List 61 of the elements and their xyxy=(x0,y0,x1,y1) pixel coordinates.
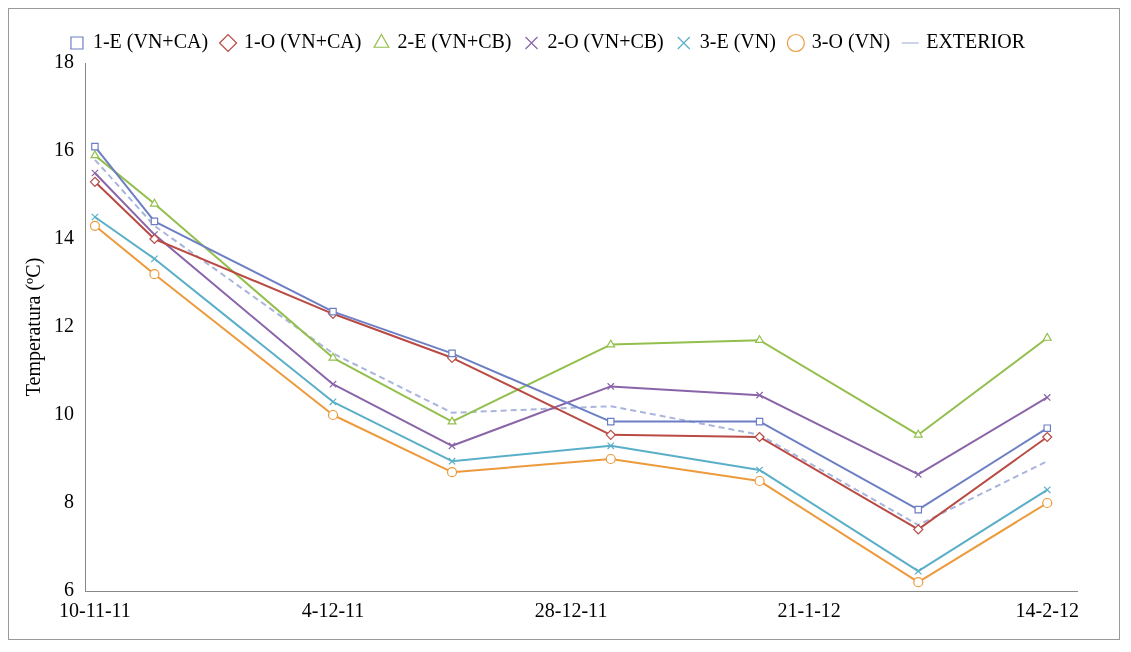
legend-label: 2-E (VN+CB) xyxy=(397,30,512,54)
point xyxy=(1043,424,1052,432)
y-tick-label: 10 xyxy=(54,402,74,425)
point xyxy=(149,269,160,280)
point xyxy=(914,505,923,514)
point xyxy=(755,391,764,399)
x-tick-label: 4-12-11 xyxy=(301,599,365,622)
point xyxy=(448,457,456,465)
y-tick-label: 14 xyxy=(54,226,74,249)
point xyxy=(913,524,924,535)
point xyxy=(605,453,616,465)
point xyxy=(1043,393,1052,402)
y-tick-label: 12 xyxy=(54,314,74,337)
point xyxy=(149,198,159,207)
point xyxy=(913,577,924,588)
point xyxy=(606,442,615,450)
x-tick-label: 28-12-11 xyxy=(534,599,608,622)
y-tick-label: 18 xyxy=(54,50,74,73)
point xyxy=(89,220,101,231)
point xyxy=(327,409,339,421)
point xyxy=(448,442,456,450)
y-axis-title: Temperatura (ºC) xyxy=(22,257,46,397)
y-tick-label: 6 xyxy=(64,578,74,601)
point xyxy=(755,466,764,474)
point xyxy=(605,429,616,440)
x-tick-label: 14-2-12 xyxy=(1015,599,1079,622)
point xyxy=(91,213,99,221)
x-tick-label: 21-1-12 xyxy=(777,599,841,622)
point xyxy=(1042,497,1053,509)
point xyxy=(90,150,100,159)
legend-label: 2-O (VN+CB) xyxy=(547,30,664,54)
x-tick-label: 10-11-11 xyxy=(59,599,131,622)
point xyxy=(914,567,923,575)
legend-label: 1-E (VN+CA) xyxy=(92,30,209,54)
point xyxy=(606,417,615,426)
legend-label: 3-O (VN) xyxy=(811,30,891,54)
legend-label: 1-O (VN+CA) xyxy=(244,30,362,54)
point xyxy=(755,335,765,344)
point xyxy=(446,467,458,478)
y-tick-label: 8 xyxy=(64,490,74,513)
point xyxy=(329,380,337,388)
point xyxy=(329,398,337,406)
point xyxy=(754,475,765,487)
legend-label: EXTERIOR xyxy=(926,30,1026,53)
point xyxy=(150,255,159,263)
point xyxy=(606,339,616,348)
point xyxy=(448,349,456,358)
point xyxy=(328,352,338,361)
point xyxy=(1042,431,1053,443)
point xyxy=(91,142,99,151)
y-tick-label: 16 xyxy=(54,138,74,161)
point xyxy=(91,169,99,177)
point xyxy=(914,470,923,479)
point xyxy=(606,382,615,391)
point xyxy=(913,429,923,438)
point xyxy=(1042,332,1052,341)
point xyxy=(447,416,457,425)
point xyxy=(1043,486,1052,494)
legend-label: 3-E (VN) xyxy=(699,30,776,54)
point xyxy=(89,176,101,187)
point xyxy=(149,233,160,245)
